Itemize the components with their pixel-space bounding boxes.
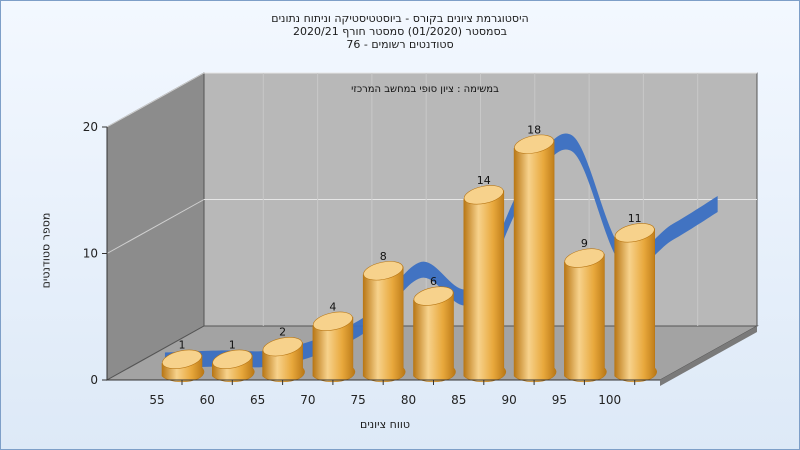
bar-top [262, 337, 303, 357]
gridline-side [106, 72, 205, 128]
floor-edge [660, 326, 757, 386]
bar-data-label: 2 [279, 326, 286, 339]
bar-data-label: 11 [628, 212, 642, 225]
bar-cylinder [463, 185, 506, 383]
bar-body [463, 190, 506, 383]
bar-body [312, 316, 356, 383]
bar-body [413, 291, 456, 383]
bar-top [363, 261, 404, 281]
bar-body [564, 253, 607, 383]
x-tick-label: 60 [200, 393, 215, 407]
bar-data-label: 1 [229, 338, 236, 351]
bar-data-label: 14 [477, 174, 491, 187]
bar-cylinder [161, 349, 205, 383]
chart-title-line-2: בסמסטר (01/2020) סמסטר חורף 2020/21 [293, 25, 507, 38]
bar-top [312, 311, 353, 331]
bar-data-label: 4 [329, 300, 336, 313]
chart-title-line-3: סטודנטים רשומים - 76 [346, 38, 454, 51]
gridline-side [106, 199, 205, 254]
x-tick-label: 85 [451, 393, 466, 407]
bar-top [614, 223, 655, 243]
bar-cylinder [262, 337, 305, 383]
y-tick-label: 0 [90, 373, 98, 387]
bar-data-label: 18 [527, 123, 541, 136]
bar-body [362, 266, 406, 383]
bar-top [212, 349, 253, 369]
bar-cylinder [614, 223, 657, 383]
bar-top [413, 286, 454, 306]
bar-data-label: 1 [179, 338, 186, 351]
x-tick-label: 80 [401, 393, 416, 407]
bar-data-label: 6 [430, 275, 437, 288]
y-tick-label: 20 [83, 120, 98, 134]
bar-top [514, 134, 555, 154]
legend-text: במשימה : ציון סופי במחשב המרכזי [351, 84, 499, 95]
chart-title-line-1: היסטוגרמת ציונים בקורס - ביוסטטיסטיקה ונ… [271, 12, 529, 25]
x-tick-label: 65 [250, 393, 265, 407]
y-axis-label: מספר סטודנטים [39, 212, 53, 289]
bar-data-label: 8 [380, 250, 387, 263]
x-tick-label: 100 [598, 393, 621, 407]
x-tick-label: 90 [501, 393, 516, 407]
bar-cylinder [513, 134, 557, 383]
bar-cylinder [564, 248, 607, 383]
bar-body [513, 139, 557, 383]
x-tick-label: 70 [300, 393, 315, 407]
bar-cylinder [362, 261, 406, 383]
bar-cylinder [212, 349, 255, 383]
x-tick-label: 75 [351, 393, 366, 407]
y-tick-label: 10 [83, 247, 98, 261]
x-tick-label: 55 [149, 393, 164, 407]
bar-data-label: 9 [581, 237, 588, 250]
bar-cylinder [312, 311, 356, 383]
bar-top [463, 185, 504, 205]
bar-cylinder [413, 286, 456, 383]
x-axis-label: טווח ציונים [360, 418, 410, 431]
bar-top [564, 248, 605, 268]
bar-top [162, 349, 202, 369]
x-tick-label: 95 [552, 393, 567, 407]
bar-body [614, 228, 657, 383]
